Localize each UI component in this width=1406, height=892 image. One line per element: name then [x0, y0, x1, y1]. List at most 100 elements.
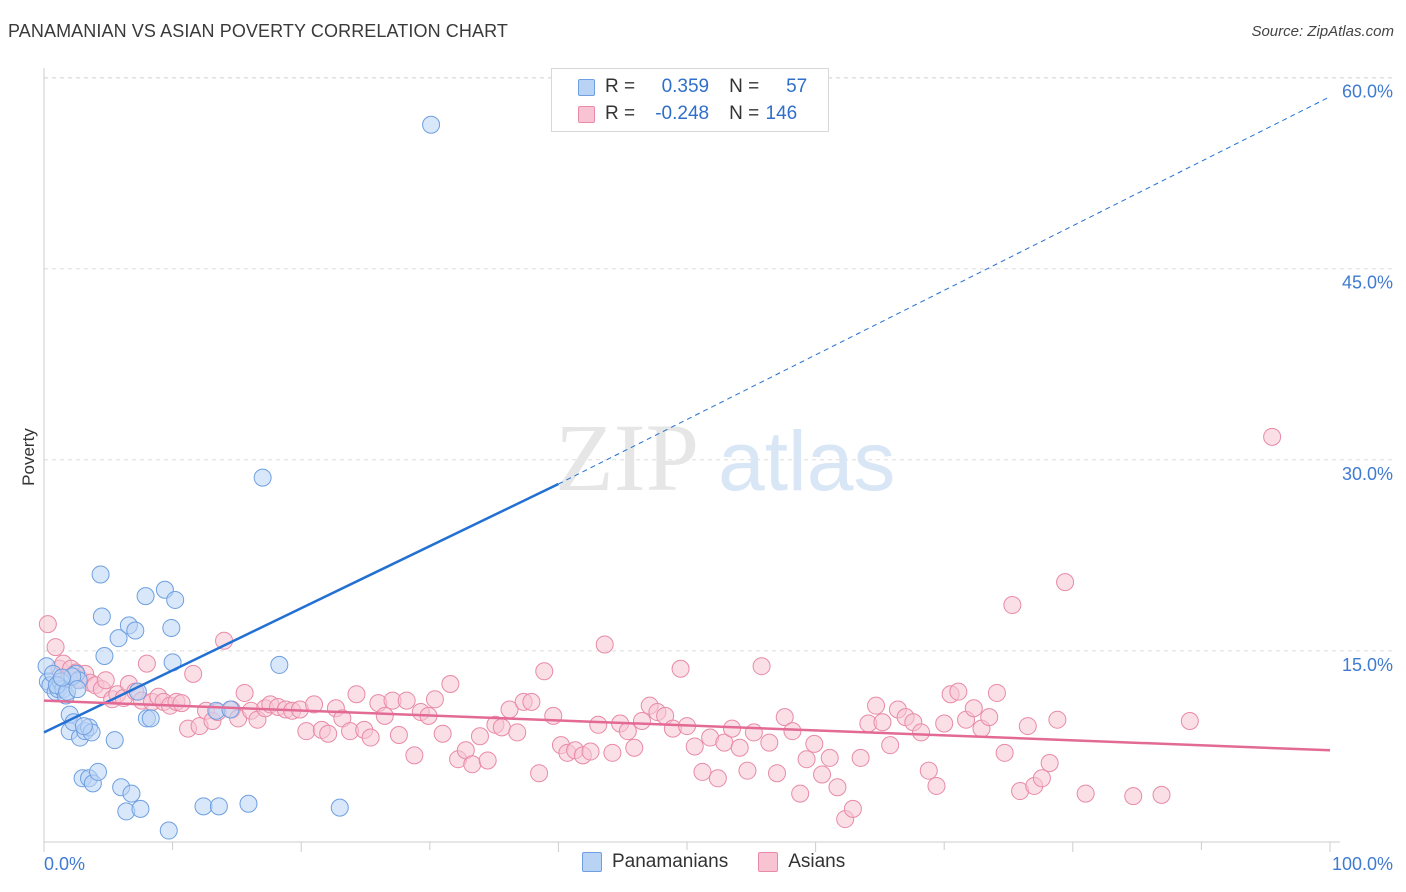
legend-r-value: -0.248 — [655, 103, 710, 124]
panamanian-trend-line — [43, 482, 559, 734]
asian-point — [1076, 784, 1095, 803]
stats-legend: R = 0.359 N = 57 R = -0.248 N = 146 — [551, 68, 829, 132]
asian-point — [478, 751, 497, 770]
asian-point — [235, 683, 254, 702]
asian-point — [1040, 754, 1059, 773]
legend-label-asians: Asians — [788, 851, 846, 872]
legend-swatch-blue — [578, 78, 595, 96]
asian-point — [347, 685, 366, 704]
asian-point — [873, 713, 892, 732]
asian-point — [744, 723, 763, 742]
panamanian-point — [166, 590, 185, 609]
asian-point — [760, 733, 779, 752]
panamanian-point — [89, 762, 108, 781]
asian-point — [783, 722, 802, 741]
panamanian-point — [131, 799, 150, 818]
asian-point — [1263, 427, 1282, 446]
asian-point — [433, 724, 452, 743]
panamanian-point — [105, 731, 124, 750]
panamanian-point — [68, 680, 87, 699]
asian-point — [319, 724, 338, 743]
asian-point — [730, 738, 749, 757]
panamanian-point — [126, 621, 145, 640]
asian-point — [791, 784, 810, 803]
asian-point — [995, 743, 1014, 762]
asian-point — [964, 699, 983, 718]
asian-point — [38, 615, 57, 634]
panamanian-point — [141, 709, 160, 728]
panamanian-point — [53, 668, 72, 687]
x-tick-label: 100.0% — [1332, 854, 1393, 874]
panamanian-point — [162, 618, 181, 637]
legend-swatch-pink — [578, 105, 595, 123]
panamanian-point — [95, 646, 114, 665]
panamanian-point — [239, 794, 258, 813]
asian-point — [1152, 785, 1171, 804]
panamanian-point — [159, 821, 178, 840]
asian-point — [1003, 596, 1022, 615]
asian-point — [820, 748, 839, 767]
asian-point — [508, 723, 527, 742]
watermark-zip: ZIP — [555, 404, 699, 511]
asian-point — [603, 743, 622, 762]
asian-point — [470, 727, 489, 746]
asian-point — [46, 638, 65, 657]
asian-point — [618, 722, 637, 741]
asian-point — [397, 691, 416, 710]
legend-r-label: R = — [605, 76, 636, 97]
panamanian-point — [330, 798, 349, 817]
asian-point — [544, 706, 563, 725]
panamanian-point — [136, 587, 155, 606]
asian-point — [935, 714, 954, 733]
legend-n-label: N = — [729, 76, 760, 97]
asian-point — [867, 696, 886, 715]
asian-point — [1032, 769, 1051, 788]
asian-point — [738, 761, 757, 780]
legend-item-asians: Asians — [758, 851, 845, 873]
asian-point — [927, 776, 946, 795]
asian-point — [797, 750, 816, 769]
chart-title: PANAMANIAN VS ASIAN POVERTY CORRELATION … — [8, 21, 508, 41]
asian-point — [949, 682, 968, 701]
asian-point — [492, 718, 511, 737]
legend-label-panamanians: Panamanians — [612, 851, 729, 872]
panamanian-point — [74, 717, 93, 736]
asian-point — [96, 671, 115, 690]
asian-point — [632, 711, 651, 730]
legend-r-label: R = — [605, 103, 636, 124]
asian-point — [1124, 787, 1143, 806]
legend-swatch-pink — [758, 852, 779, 872]
asian-point — [987, 683, 1006, 702]
y-tick-label: 15.0% — [1342, 655, 1393, 675]
legend-swatch-blue — [582, 852, 602, 872]
panamanian-point — [122, 784, 141, 803]
source-credit: Source: ZipAtlas.com — [1251, 23, 1394, 40]
asian-point — [595, 635, 614, 654]
asian-point — [184, 664, 203, 683]
asian-point — [671, 659, 690, 678]
series-legend: Panamanians Asians — [582, 851, 875, 873]
asian-point — [752, 657, 771, 676]
legend-row-asians: R = -0.248 N = 146 — [578, 102, 797, 126]
x-tick-label: 0.0% — [44, 854, 85, 874]
y-tick-label: 30.0% — [1342, 464, 1393, 484]
panamanian-point — [109, 629, 128, 648]
panamanian-point — [270, 655, 289, 674]
legend-n-value: 146 — [765, 103, 798, 124]
asian-point — [405, 746, 424, 765]
asian-point — [1180, 711, 1199, 730]
panamanian-point — [422, 115, 441, 134]
y-tick-label: 60.0% — [1342, 82, 1393, 102]
asian-point — [813, 765, 832, 784]
asian-point — [881, 736, 900, 755]
legend-r-value: 0.359 — [661, 76, 710, 97]
asian-point — [685, 737, 704, 756]
asian-point — [775, 708, 794, 727]
asian-point — [912, 723, 931, 742]
panamanians-points — [37, 115, 441, 840]
legend-item-panamanians: Panamanians — [582, 851, 728, 873]
asian-point — [919, 761, 938, 780]
legend-row-panamanians: R = 0.359 N = 57 — [578, 75, 807, 99]
panamanian-point — [253, 468, 272, 487]
asian-point — [581, 742, 600, 761]
